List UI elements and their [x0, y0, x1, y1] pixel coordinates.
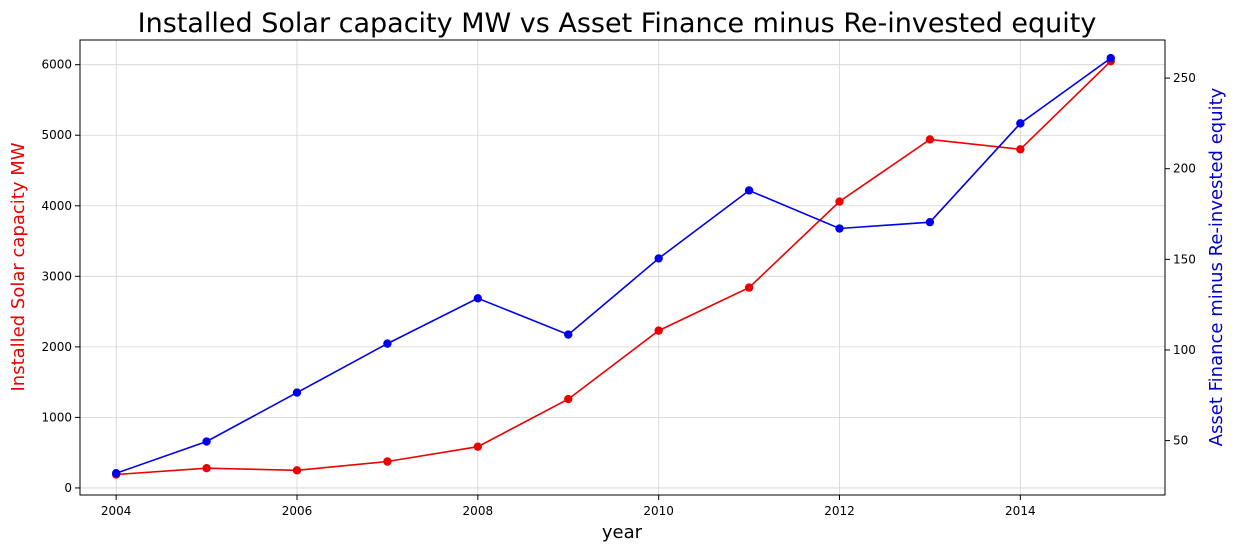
data-point-solar-capacity — [1016, 145, 1025, 154]
data-point-asset-finance — [835, 224, 844, 233]
grid-lines — [80, 40, 1165, 495]
data-point-asset-finance — [744, 186, 754, 195]
data-point-asset-finance — [111, 469, 121, 478]
x-tick-label: 2014 — [1005, 504, 1036, 518]
series-lines — [111, 53, 1115, 479]
x-tick-label: 2012 — [824, 504, 855, 518]
x-axis-label: year — [602, 522, 643, 543]
data-point-solar-capacity — [292, 466, 302, 475]
data-point-asset-finance — [202, 437, 211, 446]
y-tick-label-right: 250 — [1173, 71, 1196, 85]
data-point-asset-finance — [564, 330, 573, 339]
y-tick-label-left: 5000 — [41, 128, 72, 142]
data-point-solar-capacity — [835, 197, 844, 206]
data-point-solar-capacity — [202, 463, 211, 473]
data-point-asset-finance — [383, 339, 392, 348]
data-point-asset-finance — [1016, 119, 1025, 128]
y-tick-label-right: 150 — [1173, 252, 1196, 266]
y-tick-label-left: 1000 — [41, 410, 72, 424]
data-point-solar-capacity — [473, 442, 483, 451]
y-tick-label-left: 6000 — [41, 58, 72, 72]
data-point-asset-finance — [292, 388, 302, 397]
x-tick-label: 2010 — [643, 504, 674, 518]
data-point-solar-capacity — [925, 135, 935, 144]
data-point-asset-finance — [654, 254, 663, 263]
data-point-solar-capacity — [654, 326, 663, 335]
chart-title: Installed Solar capacity MW vs Asset Fin… — [138, 8, 1097, 39]
x-tick-label: 2006 — [282, 504, 313, 518]
y-tick-label-right: 100 — [1173, 343, 1196, 357]
data-point-asset-finance — [473, 294, 483, 303]
data-point-solar-capacity — [383, 457, 392, 466]
data-point-asset-finance — [925, 217, 935, 227]
x-tick-label: 2004 — [101, 504, 132, 518]
y-tick-label-left: 3000 — [41, 269, 72, 283]
y-axis-label-left: Installed Solar capacity MW — [8, 142, 29, 391]
plot-frame — [79, 39, 1166, 496]
data-point-solar-capacity — [564, 394, 573, 404]
y-tick-label-left: 0 — [64, 481, 72, 495]
y-tick-label-right: 50 — [1173, 434, 1188, 448]
series-line-solar-capacity — [116, 60, 1112, 476]
x-tick-label: 2008 — [463, 504, 494, 518]
y-tick-label-right: 200 — [1173, 162, 1196, 176]
series-line-asset-finance — [115, 57, 1112, 474]
data-point-solar-capacity — [744, 283, 754, 292]
data-point-asset-finance — [1106, 53, 1115, 63]
y-tick-label-left: 2000 — [41, 340, 72, 354]
axes: 2004 2006 2008 2010 2012 2014 0 1000 2000 3000 400… — [41, 58, 1195, 518]
y-tick-label-left: 4000 — [41, 199, 72, 213]
y-axis-label-right: Asset Finance minus Re-invested equity — [1206, 87, 1227, 446]
